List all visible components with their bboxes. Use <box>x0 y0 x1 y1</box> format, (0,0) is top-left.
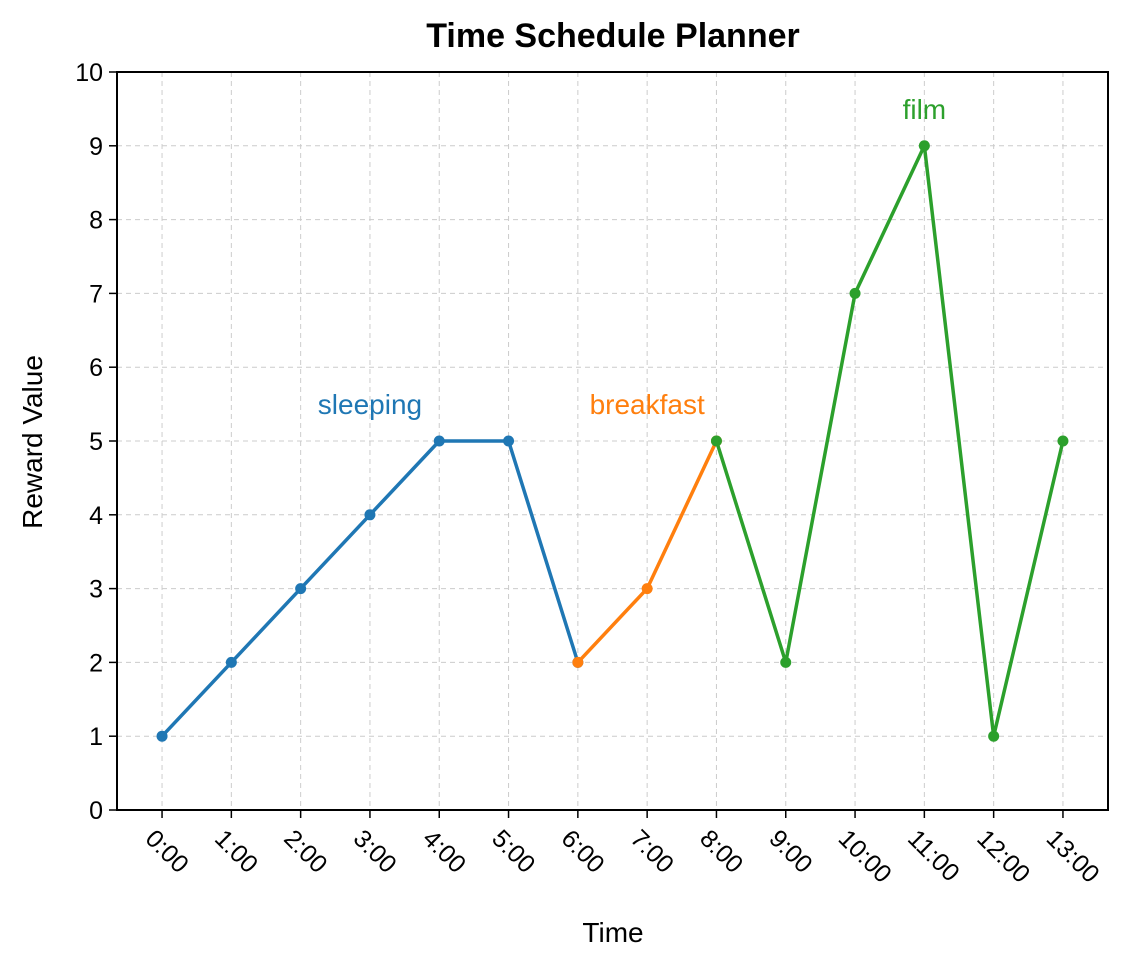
y-tick-label: 5 <box>89 428 103 456</box>
y-tick-label: 8 <box>89 207 103 235</box>
x-tick-label: 1:00 <box>209 824 263 878</box>
x-tick-label: 7:00 <box>625 824 679 878</box>
data-point-film <box>988 730 1000 742</box>
x-tick-label: 9:00 <box>764 824 818 878</box>
x-tick-label: 3:00 <box>348 824 402 878</box>
annotation-sleeping: sleeping <box>318 389 422 420</box>
y-tick-label: 4 <box>89 502 103 530</box>
data-point-sleeping <box>433 435 445 447</box>
annotation-film: film <box>903 94 947 125</box>
x-tick-label: 10:00 <box>833 824 897 888</box>
y-tick-label: 9 <box>89 133 103 161</box>
series-lines <box>156 140 1069 742</box>
x-tick-label: 12:00 <box>971 824 1035 888</box>
y-tick-label: 1 <box>89 723 103 751</box>
data-point-sleeping <box>503 435 515 447</box>
data-point-breakfast <box>572 656 584 668</box>
data-point-sleeping <box>364 509 376 521</box>
data-point-sleeping <box>156 730 168 742</box>
x-tick-label: 13:00 <box>1041 824 1105 888</box>
chart-title: Time Schedule Planner <box>426 17 800 55</box>
y-tick-label: 7 <box>89 280 103 308</box>
y-tick-label: 10 <box>75 59 103 87</box>
y-tick-label: 3 <box>89 576 103 604</box>
data-point-breakfast <box>641 583 653 595</box>
series-line-film <box>714 144 1065 738</box>
x-tick-label: 6:00 <box>556 824 610 878</box>
data-point-film <box>849 287 861 299</box>
annotations: sleeping breakfast film <box>318 94 946 420</box>
x-tick-label: 0:00 <box>140 824 194 878</box>
y-tick-label: 0 <box>89 797 103 825</box>
axes: 0 1 2 3 4 5 6 7 8 9 10 0:00 1:00 2:00 3:00 4:00 5:00 6:00… <box>75 59 1109 888</box>
annotation-breakfast: breakfast <box>590 389 705 420</box>
y-tick-label: 6 <box>89 354 103 382</box>
x-tick-label: 8:00 <box>694 824 748 878</box>
data-point-film <box>1057 435 1069 447</box>
y-axis-label: Reward Value <box>17 355 48 529</box>
x-tick-label: 11:00 <box>902 824 965 887</box>
x-tick-label: 5:00 <box>486 824 540 878</box>
data-point-film <box>710 435 722 447</box>
x-tick-label: 2:00 <box>278 824 332 878</box>
data-point-film <box>918 140 930 152</box>
data-point-film <box>780 656 792 668</box>
data-point-sleeping <box>295 583 307 595</box>
y-tick-label: 2 <box>89 649 103 677</box>
x-axis-label: Time <box>582 917 643 948</box>
data-point-sleeping <box>225 656 237 668</box>
x-tick-label: 4:00 <box>417 824 471 878</box>
